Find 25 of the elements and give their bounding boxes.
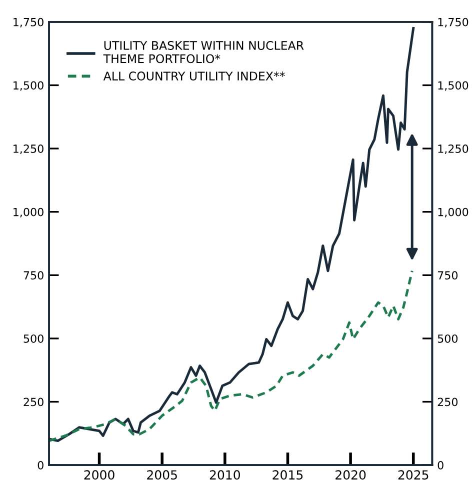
y2-tick-label: 500 <box>438 334 458 343</box>
y-tick-label: 1,250 <box>14 144 44 154</box>
y2-tick-label: 250 <box>438 398 458 406</box>
x-tick-label: 2020 <box>336 470 366 480</box>
y-tick-label: 1,500 <box>14 81 44 91</box>
y-tick-label: 750 <box>24 271 44 280</box>
y-tick-label: 1,750 <box>14 18 44 28</box>
line-series <box>49 270 414 442</box>
y2-tick-label: 1,250 <box>438 144 468 154</box>
x-tick-label: 2000 <box>84 470 114 480</box>
y-tick-label: 500 <box>24 334 44 343</box>
y2-tick-label: 750 <box>438 271 458 280</box>
y-tick-label: 1,000 <box>14 208 44 218</box>
y2-tick-label: 1,000 <box>438 208 468 218</box>
legend-label: UTILITY BASKET WITHIN NUCLEAR THEME PORTFOLIO* <box>103 41 304 64</box>
x-tick-label: 2025 <box>398 470 428 480</box>
y2-tick-label: 0 <box>438 461 444 470</box>
y-tick-label: 250 <box>24 398 44 406</box>
x-tick-label: 2010 <box>210 470 240 480</box>
y-tick-label: 0 <box>38 461 44 470</box>
y2-tick-label: 1,750 <box>438 18 468 28</box>
legend-label: ALL COUNTRY UTILITY INDEX** <box>103 72 285 80</box>
x-tick-label: 2015 <box>272 470 303 480</box>
y2-tick-label: 1,500 <box>438 81 468 91</box>
x-tick-label: 2005 <box>147 470 177 480</box>
